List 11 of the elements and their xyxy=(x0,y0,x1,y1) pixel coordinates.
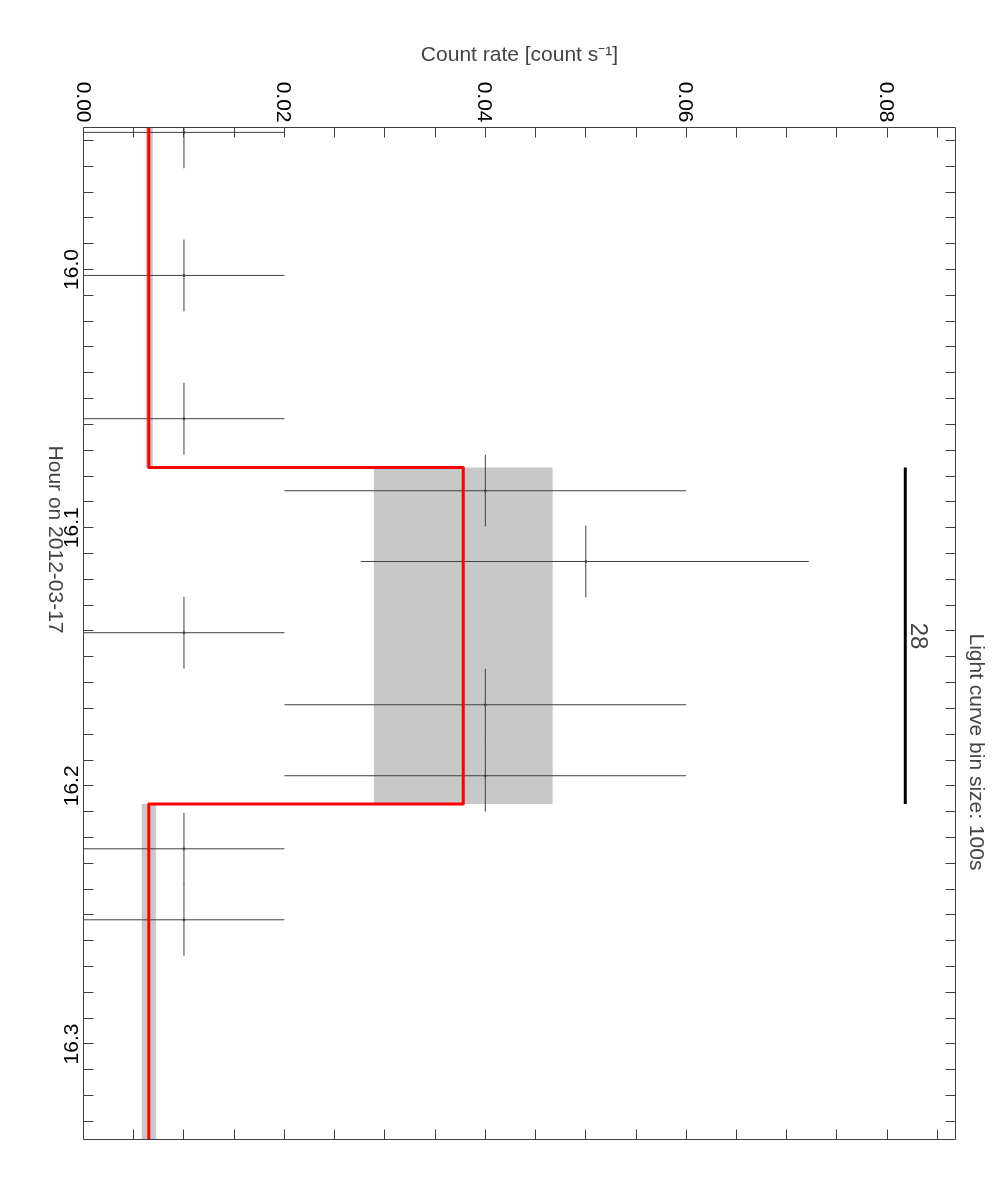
x-tick-label: 0.06 xyxy=(675,81,699,123)
x-tick-label: 0.04 xyxy=(474,81,498,123)
y-tick-label: 16.0 xyxy=(59,249,83,290)
x-tick-label: 0.08 xyxy=(876,81,900,123)
y-tick-label: 16.2 xyxy=(59,765,83,807)
annotation: 28 xyxy=(906,622,934,650)
x-tick-label: 0.02 xyxy=(273,81,297,123)
x-tick-label: 0.00 xyxy=(72,81,96,123)
x-axis-title: Count rate [count s⁻¹] xyxy=(420,41,619,65)
y-tick-label: 16.3 xyxy=(59,1023,83,1065)
text: Light curve bin size: 100s xyxy=(966,633,989,871)
